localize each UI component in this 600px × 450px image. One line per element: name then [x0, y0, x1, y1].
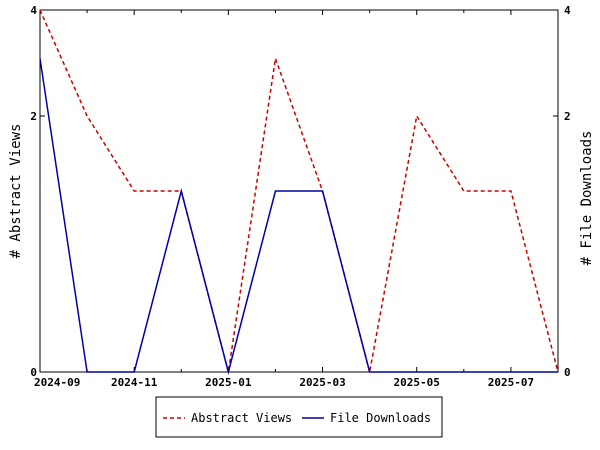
- y-right-tick-label: 2: [564, 110, 571, 123]
- tick-layer: 2024-09 2024-11 2025-01 2025-03 2025-05 2025-…: [30, 4, 571, 389]
- x-tick-label: 2024-11: [111, 376, 158, 389]
- x-tick-label: 2025-07: [488, 376, 534, 389]
- y-right-axis-label: # File Downloads: [579, 131, 595, 266]
- y-left-axis-label: # Abstract Views: [8, 124, 24, 259]
- y-left-tick-label: 0: [30, 366, 37, 379]
- y-left-tick-label: 4: [30, 4, 37, 17]
- series-layer: [39, 9, 559, 375]
- y-left-tick-label: 2: [30, 110, 37, 123]
- y-right-tick-label: 4: [564, 4, 571, 17]
- x-tick-label: 2025-05: [394, 376, 440, 389]
- series-line-file-downloads: [39, 58, 558, 375]
- series-line-abstract-views: [39, 9, 559, 373]
- legend-label-file-downloads: File Downloads: [330, 411, 431, 425]
- x-tick-label: 2024-09: [34, 376, 80, 389]
- y-right-tick-label: 0: [564, 366, 571, 379]
- x-tick-label: 2025-03: [299, 376, 345, 389]
- legend: Abstract Views File Downloads: [155, 396, 443, 438]
- legend-box: [155, 396, 443, 438]
- legend-label-abstract-views: Abstract Views: [191, 411, 292, 425]
- x-tick-label: 2025-01: [205, 376, 252, 389]
